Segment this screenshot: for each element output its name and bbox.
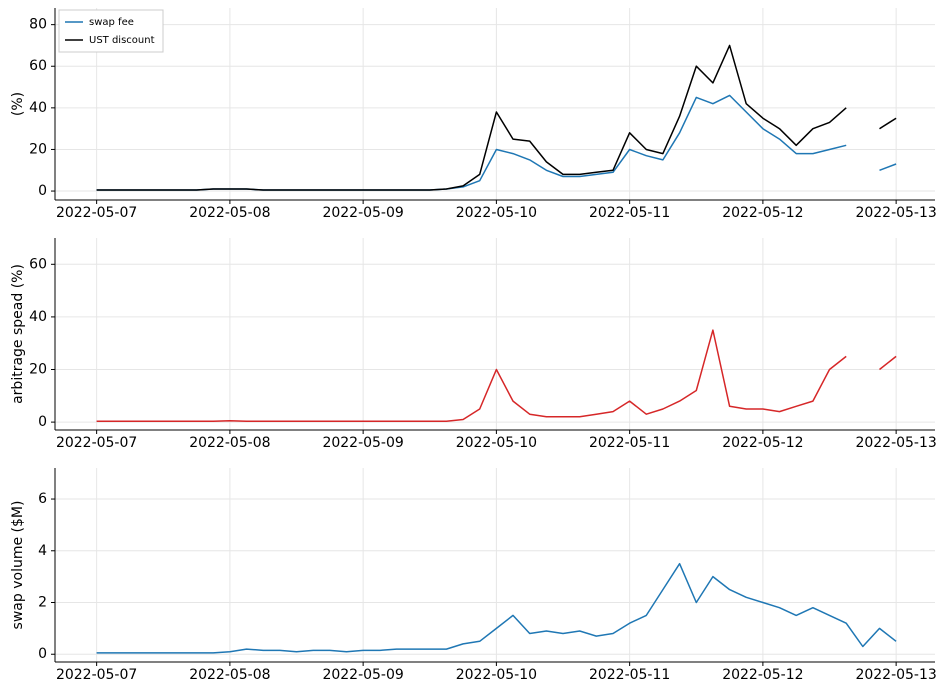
series-line: [96, 44, 897, 191]
y-axis-label: arbitrage spead (%): [10, 264, 26, 404]
x-tick-label: 2022-05-10: [456, 205, 537, 221]
x-tick-label: 2022-05-13: [855, 667, 936, 683]
x-tick-label: 2022-05-12: [722, 667, 803, 683]
y-axis-label: swap volume ($M): [10, 501, 26, 630]
x-tick-label: 2022-05-07: [56, 667, 137, 683]
x-tick-label: 2022-05-11: [589, 435, 670, 451]
y-tick-label: 20: [29, 362, 47, 378]
x-tick-label: 2022-05-09: [322, 667, 403, 683]
x-tick-label: 2022-05-10: [456, 667, 537, 683]
x-tick-label: 2022-05-07: [56, 205, 137, 221]
x-tick-label: 2022-05-08: [189, 667, 270, 683]
x-tick-label: 2022-05-13: [855, 205, 936, 221]
x-tick-label: 2022-05-11: [589, 205, 670, 221]
series-line: [96, 562, 897, 654]
series-line: [96, 329, 897, 423]
y-axis-label: (%): [10, 92, 26, 116]
y-tick-label: 6: [38, 491, 47, 507]
legend-label: UST discount: [89, 35, 155, 46]
y-tick-label: 40: [29, 309, 47, 325]
y-tick-label: 60: [29, 256, 47, 272]
y-tick-label: 40: [29, 100, 47, 116]
y-tick-label: 0: [38, 183, 47, 199]
y-tick-label: 0: [38, 414, 47, 430]
y-tick-label: 60: [29, 58, 47, 74]
x-tick-label: 2022-05-12: [722, 205, 803, 221]
x-tick-label: 2022-05-12: [722, 435, 803, 451]
x-tick-label: 2022-05-10: [456, 435, 537, 451]
y-tick-label: 80: [29, 17, 47, 33]
x-tick-label: 2022-05-13: [855, 435, 936, 451]
x-tick-label: 2022-05-09: [322, 435, 403, 451]
y-tick-label: 0: [38, 646, 47, 662]
x-tick-label: 2022-05-08: [189, 205, 270, 221]
legend-label: swap fee: [89, 17, 134, 28]
y-tick-label: 20: [29, 141, 47, 157]
x-tick-label: 2022-05-07: [56, 435, 137, 451]
legend-box: [58, 9, 164, 53]
x-tick-label: 2022-05-09: [322, 205, 403, 221]
x-tick-label: 2022-05-11: [589, 667, 670, 683]
y-tick-label: 2: [38, 595, 47, 611]
y-tick-label: 4: [38, 543, 47, 559]
x-tick-label: 2022-05-08: [189, 435, 270, 451]
